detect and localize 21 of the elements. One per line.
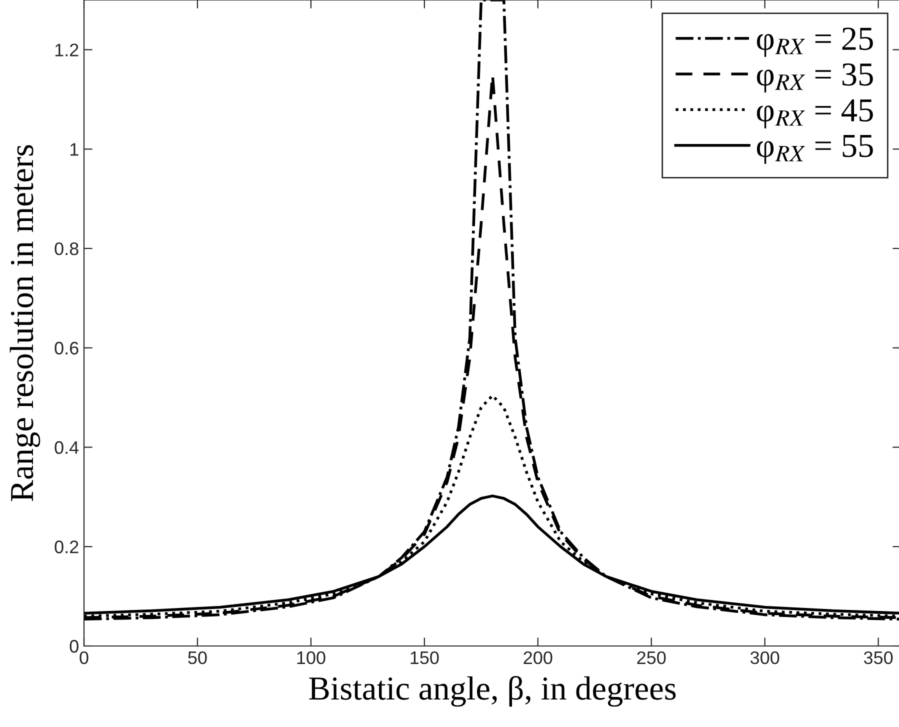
x-tick-label: 0 xyxy=(80,651,88,664)
y-tick-label: 0 xyxy=(70,640,78,653)
legend-label: φ$_{RX}$ = 25 xyxy=(756,28,873,57)
y-tick-label: 0.8 xyxy=(54,242,78,256)
x-tick-label: 100 xyxy=(297,651,326,664)
x-tick-label: 300 xyxy=(750,651,780,664)
y-tick-label: 1 xyxy=(70,143,78,156)
y-axis-title: Range resolution in meters xyxy=(10,145,40,502)
y-tick-label: 0.4 xyxy=(54,441,79,454)
y-tick-label: 0.6 xyxy=(54,342,78,355)
legend-label: φ$_{RX}$ = 35 xyxy=(756,63,873,93)
x-axis-title: Bistatic angle, β, in degrees xyxy=(309,676,676,707)
x-tick-label: 250 xyxy=(637,651,666,664)
x-tick-label: 150 xyxy=(410,651,439,664)
x-tick-label: 350 xyxy=(864,651,893,664)
x-tick-label: 200 xyxy=(524,651,552,664)
x-tick-label: 50 xyxy=(188,651,207,664)
y-tick-label: 0.2 xyxy=(54,540,78,554)
legend-label: φ$_{RX}$ = 55 xyxy=(756,135,873,164)
y-tick-label: 1.2 xyxy=(55,44,78,56)
legend-label: φ$_{RX}$ = 45 xyxy=(756,99,873,128)
